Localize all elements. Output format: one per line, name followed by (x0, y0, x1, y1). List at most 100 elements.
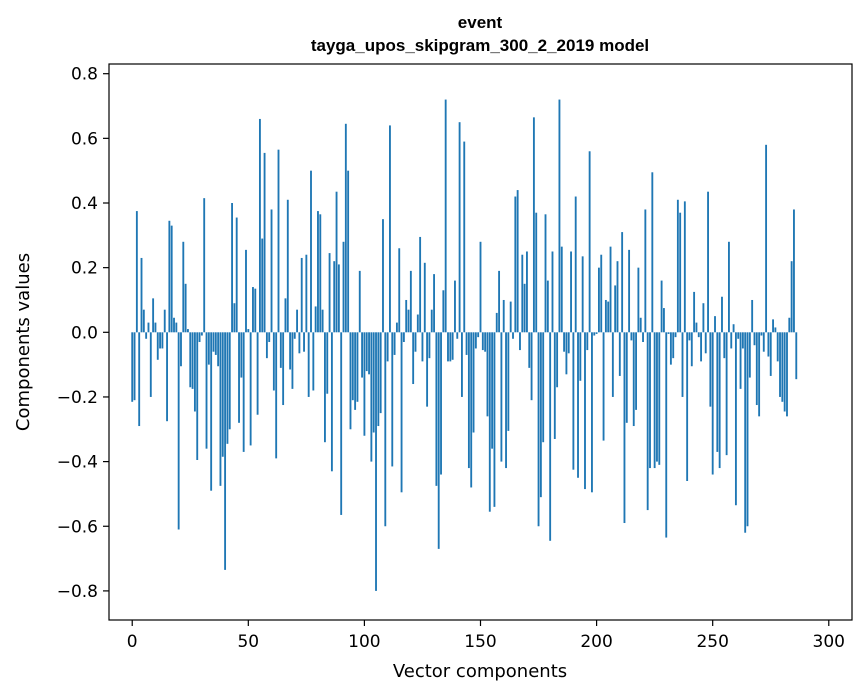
bar (365, 332, 368, 372)
bar (152, 298, 155, 333)
chart-title-line2: tayga_upos_skipgram_300_2_2019 model (311, 36, 649, 55)
bar (347, 170, 350, 333)
bar (189, 332, 192, 388)
bar (342, 241, 345, 333)
bar (718, 332, 721, 469)
bar (730, 332, 733, 349)
bar (180, 332, 182, 367)
x-tick-label: 100 (348, 632, 380, 652)
bar (739, 332, 742, 389)
bar (765, 144, 768, 333)
bar (628, 249, 631, 333)
bar (491, 332, 494, 449)
bar (258, 118, 261, 333)
bar (314, 306, 317, 333)
bar (305, 254, 308, 333)
bar (461, 332, 463, 397)
bar (307, 332, 310, 397)
bar (284, 298, 287, 333)
bar (214, 332, 217, 355)
bar (135, 211, 138, 333)
bar (159, 332, 162, 349)
bar (526, 251, 528, 333)
bar (632, 332, 635, 427)
bar (268, 332, 271, 342)
bar (231, 203, 233, 333)
bar (477, 332, 480, 338)
x-tick-label: 250 (696, 632, 728, 652)
x-tick-label: 200 (580, 632, 612, 652)
bar (263, 152, 266, 333)
bar (247, 329, 250, 333)
bar (279, 332, 282, 368)
bar (674, 332, 677, 338)
bar (574, 196, 577, 333)
bar (265, 332, 268, 359)
bar (458, 122, 461, 333)
bar (600, 254, 603, 333)
bar (472, 332, 475, 433)
bar (484, 332, 487, 352)
bar (658, 332, 661, 465)
bar (646, 332, 649, 511)
bar (481, 332, 484, 351)
bar (351, 332, 354, 401)
bar (495, 312, 498, 333)
bar (781, 332, 784, 402)
bar (704, 332, 707, 354)
bar (616, 261, 619, 333)
bar (354, 332, 357, 410)
bar (586, 332, 589, 351)
bar (707, 191, 709, 333)
y-tick-label: 0.4 (71, 194, 98, 214)
bar (319, 214, 322, 333)
bar (312, 332, 315, 391)
bar (217, 332, 220, 367)
bar (551, 251, 554, 333)
bar (400, 332, 403, 493)
bar (205, 332, 208, 449)
y-axis-label: Components values (13, 253, 34, 431)
bar (558, 99, 561, 333)
bar (321, 309, 324, 333)
bar (686, 332, 689, 481)
bar (700, 332, 703, 362)
bar (663, 308, 665, 333)
bar (467, 332, 470, 469)
bar (391, 332, 394, 467)
bar (437, 332, 440, 549)
bar (372, 332, 375, 433)
bar (175, 322, 178, 333)
bar (732, 324, 735, 333)
bar (416, 314, 419, 333)
bar (433, 274, 435, 333)
bar (254, 288, 257, 333)
bar (228, 332, 231, 430)
chart-title-line1: event (458, 13, 503, 32)
bar (270, 209, 273, 333)
bar (252, 287, 254, 333)
bar (681, 332, 684, 397)
x-tick-label: 50 (237, 632, 259, 652)
bar (405, 299, 408, 333)
bar (621, 232, 624, 333)
bar (535, 212, 538, 333)
bar (133, 332, 136, 401)
bar (138, 332, 141, 427)
bar (702, 303, 705, 333)
bar (669, 332, 672, 365)
bar (166, 332, 168, 422)
bar (728, 241, 730, 333)
bar (393, 332, 396, 355)
bar (426, 332, 429, 407)
bar (310, 170, 312, 333)
bar (546, 280, 549, 333)
bar (786, 332, 788, 417)
bar (398, 248, 401, 333)
bar (498, 270, 501, 333)
bar (389, 125, 391, 333)
bar (793, 209, 795, 333)
bar (772, 319, 774, 333)
bar (470, 332, 473, 488)
